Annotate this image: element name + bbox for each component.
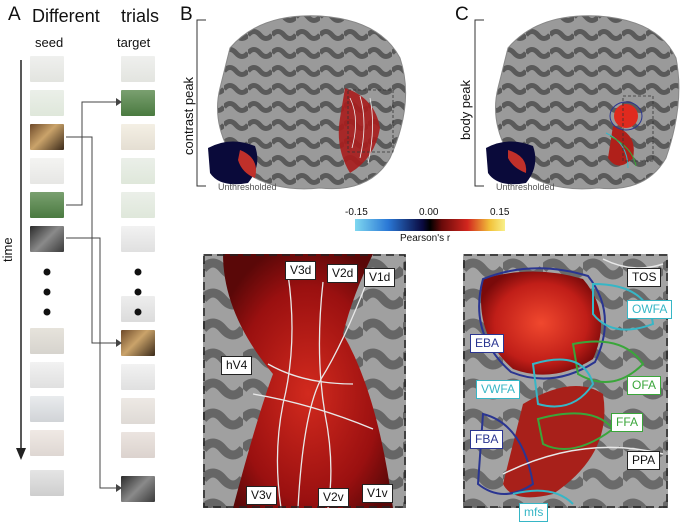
seed-target-connectors	[43, 98, 142, 492]
roi-label-v3d: V3d	[285, 261, 317, 280]
column-target-label: target	[117, 35, 151, 50]
target-frame	[121, 56, 155, 82]
header-different: Different	[32, 6, 100, 26]
panel-c-bracket	[474, 19, 484, 187]
colorbar-mid-label: 0.00	[419, 207, 439, 218]
seed-frame	[30, 158, 64, 184]
flatmap-contrast	[208, 15, 407, 190]
target-frame	[121, 364, 155, 390]
seed-frame-highlight	[30, 192, 64, 218]
header-trials: trials	[121, 6, 160, 26]
target-frame	[121, 158, 155, 184]
seed-frame-highlight	[30, 226, 64, 252]
seed-frame	[30, 362, 64, 388]
seed-frame	[30, 430, 64, 456]
zoom-early-visual	[203, 254, 406, 508]
panel-a-letter: A	[8, 4, 21, 25]
seed-frame	[30, 56, 64, 82]
flatmap-body	[486, 15, 680, 190]
panel-b-bracket	[196, 19, 206, 187]
roi-label-mfs: mfs	[519, 503, 549, 522]
target-frame-highlight	[121, 90, 155, 116]
roi-label-tos: TOS	[627, 268, 662, 287]
roi-label-v1d: V1d	[364, 268, 396, 287]
colorbar-min-label: -0.15	[345, 207, 368, 218]
target-frame	[121, 432, 155, 458]
roi-label-ppa: PPA	[627, 451, 661, 470]
seed-frame	[30, 396, 64, 422]
seed-frame-highlight	[30, 124, 64, 150]
roi-label-vwfa: VWFA	[476, 380, 521, 399]
roi-label-fba: FBA	[470, 430, 504, 449]
target-frame	[121, 398, 155, 424]
roi-label-v2v: V2v	[318, 488, 349, 507]
target-frame	[121, 124, 155, 150]
colorbar	[355, 219, 505, 231]
roi-label-owfa: OWFA	[627, 300, 673, 319]
roi-label-eba: EBA	[470, 334, 505, 353]
seed-frame	[30, 90, 64, 116]
unthresholded-note-c: Unthresholded	[496, 182, 555, 192]
time-axis	[16, 60, 26, 460]
colorbar-max-label: 0.15	[490, 207, 510, 218]
row-label-body-peak: body peak	[458, 80, 473, 140]
panel-b-letter: B	[180, 4, 193, 25]
unthresholded-note-b: Unthresholded	[218, 182, 277, 192]
roi-label-ffa: FFA	[611, 413, 644, 432]
roi-label-v2d: V2d	[327, 264, 359, 283]
target-frame	[121, 192, 155, 218]
target-frame	[121, 226, 155, 252]
target-frame-highlight	[121, 476, 155, 502]
panel-c-letter: C	[455, 4, 469, 25]
target-frame-highlight	[121, 330, 155, 356]
colorbar-title: Pearson's r	[400, 233, 451, 244]
column-seed-label: seed	[35, 35, 64, 50]
seed-frame	[30, 328, 64, 354]
seed-frame	[30, 470, 64, 496]
row-label-contrast-peak: contrast peak	[181, 76, 196, 155]
roi-label-hv4: hV4	[221, 356, 253, 375]
roi-label-v3v: V3v	[246, 486, 277, 505]
roi-label-ofa: OFA	[627, 376, 662, 395]
roi-label-v1v: V1v	[362, 484, 393, 503]
